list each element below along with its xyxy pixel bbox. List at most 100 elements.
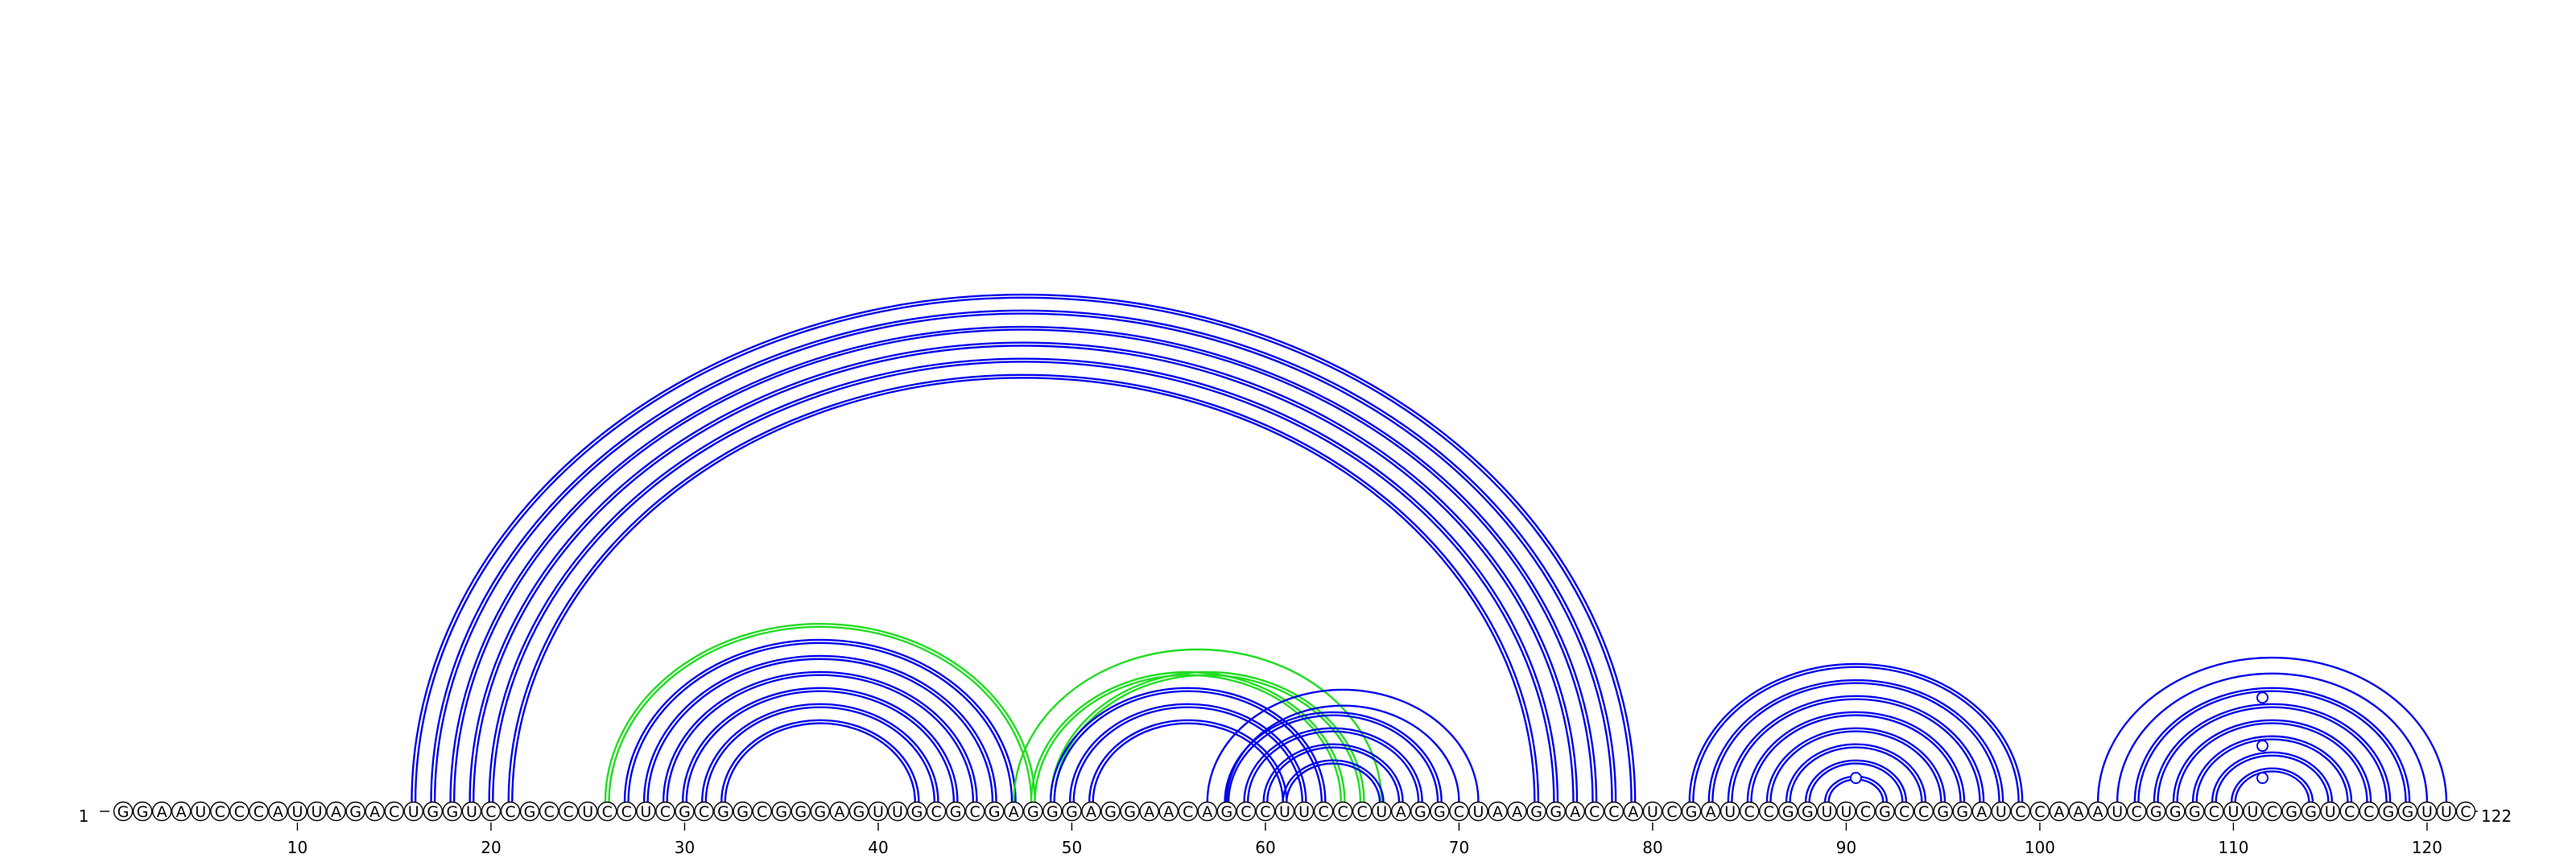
nucleotide-letter: C — [1899, 803, 1909, 821]
base-pair-arc — [646, 658, 994, 802]
nucleotide: U — [2436, 801, 2457, 822]
nucleotide: G — [771, 801, 791, 822]
nucleotide-circle — [906, 801, 927, 822]
base-pair-arc — [1247, 730, 1420, 802]
tick-label: 10 — [287, 838, 308, 857]
nucleotide-circle — [733, 801, 753, 822]
nucleotide-letter: U — [1279, 803, 1290, 821]
nucleotide: U — [2417, 801, 2438, 822]
nucleotide-circle — [1759, 801, 1779, 822]
nucleotide-circle — [964, 801, 985, 822]
nucleotide-letter: G — [118, 803, 130, 821]
nucleotide-letter: A — [1976, 803, 1987, 821]
nucleotide: G — [945, 801, 966, 822]
nucleotide-circle — [1488, 801, 1508, 822]
nucleotide-letter: C — [1338, 803, 1348, 821]
nucleotide: G — [791, 801, 811, 822]
nucleotide-letter: G — [427, 803, 439, 821]
nucleotide: G — [1216, 801, 1237, 822]
nucleotide-circle — [1971, 801, 1992, 822]
nucleotide-circle — [326, 801, 346, 822]
nucleotide-letter: C — [2267, 803, 2277, 821]
nucleotide-letter: A — [2093, 803, 2103, 821]
nucleotide-letter: U — [2325, 803, 2336, 821]
nucleotide-circle — [1042, 801, 1063, 822]
nucleotide: A — [2087, 801, 2108, 822]
nucleotide-circle — [500, 801, 521, 822]
base-pair-arc — [1282, 759, 1385, 802]
base-pair-arc — [720, 719, 920, 802]
nucleotide-circle — [1023, 801, 1043, 822]
base-pair-arc — [1692, 666, 2020, 802]
base-pair-arc — [724, 722, 916, 802]
nucleotide: U — [2223, 801, 2244, 822]
nucleotide-circle — [1623, 801, 1644, 822]
nucleotide: C — [1313, 801, 1334, 822]
nucleotide: C — [1913, 801, 1934, 822]
nucleotide: C — [229, 801, 250, 822]
base-pair-arc — [2195, 738, 2349, 802]
nucleotide: C — [1236, 801, 1257, 822]
nucleotide-letter: U — [1821, 803, 1832, 821]
base-pair-arc — [1072, 706, 1303, 802]
nucleotide-circle — [2397, 801, 2418, 822]
nucleotide-circle — [2417, 801, 2438, 822]
base-pair-arc — [608, 625, 1033, 802]
nucleotide: C — [539, 801, 559, 822]
tick-label: 120 — [2412, 838, 2442, 857]
tick-label: 50 — [1062, 838, 1082, 857]
base-pair-arc — [2133, 687, 2411, 802]
nucleotide: U — [403, 801, 423, 822]
nucleotide: A — [1004, 801, 1024, 822]
nucleotide: C — [481, 801, 502, 822]
nucleotide-letter: C — [1860, 803, 1871, 821]
base-pair-arc — [1711, 682, 2000, 802]
nucleotide-letter: G — [446, 803, 458, 821]
nucleotide-letter: G — [775, 803, 787, 821]
nucleotide-circle — [481, 801, 502, 822]
nucleotide: C — [1352, 801, 1373, 822]
nucleotide: C — [2029, 801, 2050, 822]
nucleotide-letter: U — [2112, 803, 2123, 821]
nucleotide-circle — [1158, 801, 1179, 822]
nucleotide-circle — [1372, 801, 1392, 822]
nucleotide: U — [2243, 801, 2263, 822]
nucleotide-circle — [1410, 801, 1430, 822]
base-pair-arc — [604, 622, 1036, 802]
loop-marker — [2256, 772, 2269, 785]
base-pair-arc — [1808, 762, 1904, 802]
nucleotide: U — [1991, 801, 2012, 822]
nucleotide-circle — [1798, 801, 1818, 822]
nucleotide-letter: C — [1357, 803, 1368, 821]
nucleotide: U — [1274, 801, 1295, 822]
nucleotide: U — [1294, 801, 1315, 822]
nucleotide: U — [868, 801, 889, 822]
nucleotide-letter: G — [137, 803, 149, 821]
nucleotide-circle — [752, 801, 772, 822]
base-pair-arc — [1262, 743, 1404, 802]
nucleotide-letter: C — [2034, 803, 2045, 821]
nucleotide-circle — [442, 801, 463, 822]
nucleotide-letter: G — [2150, 803, 2162, 821]
nucleotide: G — [733, 801, 753, 822]
base-pair-arc — [1765, 727, 1946, 802]
nucleotide: C — [1856, 801, 1876, 822]
nucleotide: G — [1120, 801, 1140, 822]
nucleotide: C — [2339, 801, 2359, 822]
nucleotide: C — [1255, 801, 1276, 822]
nucleotide-circle — [1700, 801, 1721, 822]
nucleotide-letter: C — [602, 803, 613, 821]
base-pair-arc — [1785, 743, 1927, 802]
base-pair-arc — [1206, 688, 1480, 802]
nucleotide-letter: A — [1706, 803, 1716, 821]
base-pair-arc — [627, 641, 1013, 802]
nucleotide-circle — [1178, 801, 1198, 822]
nucleotide-letter: G — [737, 803, 749, 821]
base-pair-arc — [1225, 704, 1460, 802]
nucleotide-circle — [229, 801, 250, 822]
nucleotide-circle — [1468, 801, 1488, 822]
nucleotide-letter: G — [1550, 803, 1562, 821]
nucleotide-letter: U — [640, 803, 651, 821]
nucleotide-letter: U — [2248, 803, 2259, 821]
